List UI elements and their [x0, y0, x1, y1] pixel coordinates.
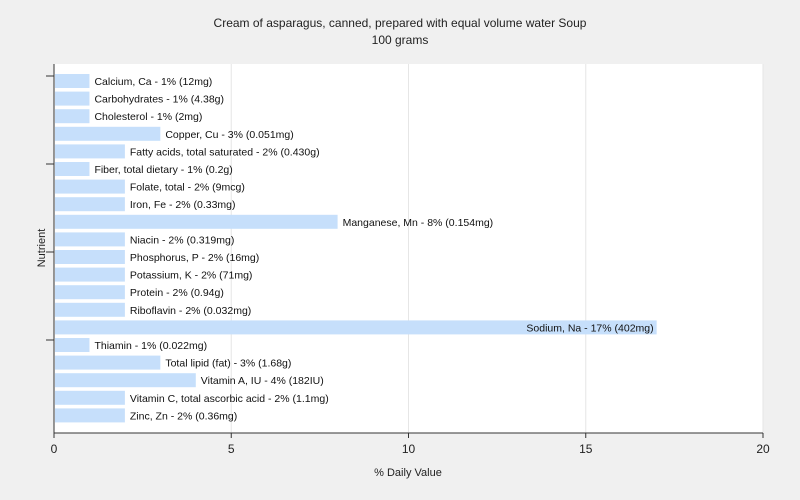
bar-label: Iron, Fe - 2% (0.33mg)	[130, 199, 236, 211]
bar	[55, 109, 90, 124]
bar-label: Fiber, total dietary - 1% (0.2g)	[94, 164, 232, 176]
bar	[55, 267, 125, 282]
bar-label: Vitamin A, IU - 4% (182IU)	[201, 375, 324, 387]
x-tick-label: 10	[402, 442, 416, 456]
bar	[55, 179, 125, 194]
bar	[55, 91, 90, 106]
grid-layer	[54, 64, 764, 433]
bar-label: Protein - 2% (0.94g)	[130, 287, 224, 299]
bar-label: Folate, total - 2% (9mcg)	[130, 182, 245, 194]
axis-layer: 0 5 10 15 20	[46, 64, 770, 456]
bar-label: Carbohydrates - 1% (4.38g)	[94, 94, 224, 106]
bar-label: Sodium, Na - 17% (402mg)	[526, 322, 653, 334]
bar	[55, 390, 125, 405]
bar	[55, 144, 125, 159]
bar	[55, 197, 125, 212]
bar	[55, 355, 161, 370]
bar	[55, 338, 90, 352]
bar	[55, 126, 161, 141]
bar-layer: Calcium, Ca - 1% (12mg) Carbohydrates - 1…	[55, 74, 657, 423]
bar-label: Riboflavin - 2% (0.032mg)	[130, 305, 251, 317]
x-tick-label: 20	[756, 442, 770, 456]
bar-label: Manganese, Mn - 8% (0.154mg)	[343, 217, 494, 229]
bar-label: Thiamin - 1% (0.022mg)	[94, 340, 207, 352]
bar	[55, 162, 90, 176]
chart-title: Cream of asparagus, canned, prepared wit…	[214, 16, 587, 30]
bar-label: Cholesterol - 1% (2mg)	[94, 111, 202, 123]
bar-label: Potassium, K - 2% (71mg)	[130, 270, 253, 282]
bar	[55, 408, 125, 423]
bar	[55, 74, 90, 88]
bar-label: Vitamin C, total ascorbic acid - 2% (1.1…	[130, 393, 329, 405]
y-axis-label: Nutrient	[36, 229, 48, 268]
bar-label: Phosphorus, P - 2% (16mg)	[130, 252, 259, 264]
x-tick-label: 5	[228, 442, 235, 456]
bar-label: Niacin - 2% (0.319mg)	[130, 234, 234, 246]
x-tick-label: 0	[51, 442, 58, 456]
bar	[55, 250, 125, 264]
bar	[55, 373, 196, 388]
x-tick-label: 15	[579, 442, 593, 456]
bar-label: Copper, Cu - 3% (0.051mg)	[165, 129, 293, 141]
bar-label: Zinc, Zn - 2% (0.36mg)	[130, 410, 237, 422]
x-axis-label: % Daily Value	[374, 467, 442, 479]
bar	[55, 232, 125, 247]
bar	[55, 285, 125, 300]
bar	[55, 214, 338, 229]
bar-label: Calcium, Ca - 1% (12mg)	[94, 76, 212, 88]
bar	[55, 302, 125, 317]
chart-subtitle: 100 grams	[372, 33, 429, 47]
bar-label: Total lipid (fat) - 3% (1.68g)	[165, 358, 291, 370]
bar	[55, 320, 657, 335]
bar-label: Fatty acids, total saturated - 2% (0.430…	[130, 146, 320, 158]
